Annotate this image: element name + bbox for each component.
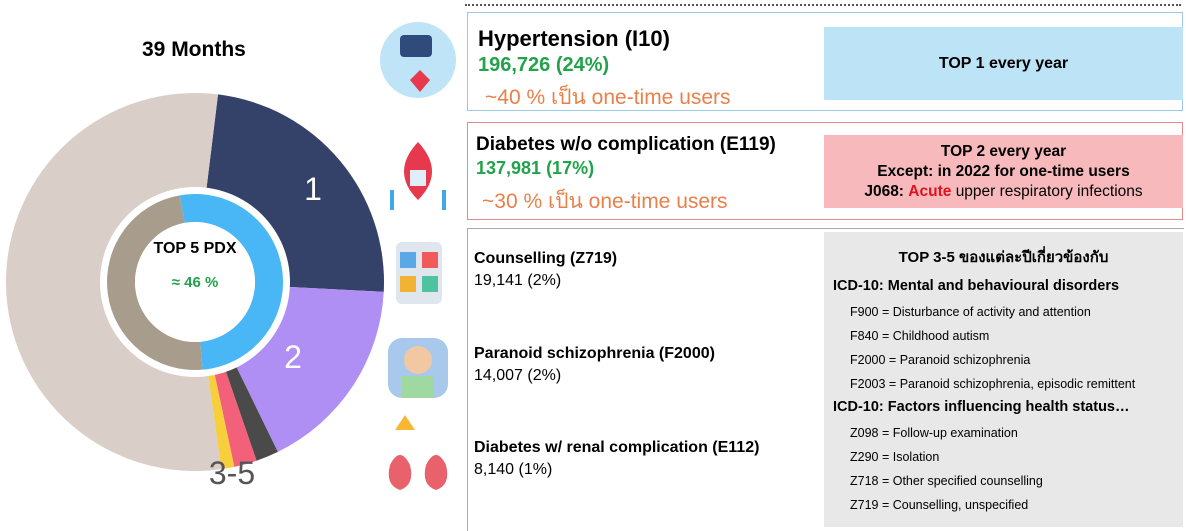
inner-segment	[179, 194, 283, 370]
box-3	[467, 228, 1184, 531]
panel-entry: F900 = Disturbance of activity and atten…	[850, 305, 1091, 319]
icon-kidneys	[388, 455, 448, 490]
badge-code: J068:	[864, 182, 904, 200]
panel-title: TOP 3-5 ของแต่ละปีเกี่ยวข้องกับ	[898, 249, 1109, 266]
donut-title: 39 Months	[142, 38, 246, 61]
item-name: Hypertension (I10)	[478, 26, 670, 51]
badge-text: Except: in 2022 for one-time users	[877, 162, 1130, 180]
inner-segment	[106, 195, 203, 370]
icon-tile	[400, 276, 416, 292]
segment-label: 3-5	[209, 455, 255, 491]
item-stat: 8,140 (1%)	[474, 461, 553, 478]
icon-tile	[400, 252, 416, 268]
icon-sugar	[410, 170, 426, 186]
item-name: Diabetes w/ renal complication (E112)	[474, 439, 760, 456]
segment-label: 1	[304, 171, 322, 207]
icon-warning	[395, 415, 415, 430]
item-stat: 14,007 (2%)	[474, 367, 562, 384]
badge-1: TOP 1 every year	[824, 27, 1183, 100]
icon-arrows	[390, 190, 446, 210]
item-stat: 19,141 (2%)	[474, 272, 562, 289]
panel-entry: F2000 = Paranoid schizophrenia	[850, 353, 1031, 367]
icon-phone	[396, 242, 442, 304]
segment-label: 2	[284, 339, 302, 375]
item-name: Paranoid schizophrenia (F2000)	[474, 345, 715, 362]
icon-hypertension	[380, 22, 456, 98]
item-note: ~30 % เป็น one-time users	[482, 190, 728, 213]
badge-rest: upper respiratory infections	[955, 182, 1143, 200]
item-note: ~40 % เป็น one-time users	[485, 86, 731, 109]
badge-text: TOP 1 every year	[938, 54, 1069, 72]
icons	[380, 22, 456, 490]
item-name: Diabetes w/o complication (E119)	[476, 134, 776, 155]
center-title: TOP 5 PDX	[154, 240, 237, 257]
panel-entry: Z718 = Other specified counselling	[850, 474, 1043, 488]
top-rule	[465, 4, 1181, 6]
icon-tile	[422, 252, 438, 268]
panel-heading: ICD-10: Mental and behavioural disorders	[833, 278, 1120, 294]
panel-entry: F840 = Childhood autism	[850, 329, 990, 343]
icon-body	[402, 376, 434, 398]
badge-highlight: Acute	[908, 182, 952, 200]
panel	[824, 232, 1183, 527]
icon-head	[404, 346, 432, 374]
inner-hole	[135, 222, 255, 342]
panel-entry: Z290 = Isolation	[850, 450, 940, 464]
donut: TOP 5 PDX ≈ 46 % 1 2 3-5	[5, 93, 384, 491]
panel-entry: Z098 = Follow-up examination	[850, 426, 1018, 440]
panel-entry: F2003 = Paranoid schizophrenia, episodic…	[850, 377, 1136, 391]
item-stat: 137,981 (17%)	[476, 158, 595, 178]
panel-entry: Z719 = Counselling, unspecified	[850, 498, 1029, 512]
panel-heading: ICD-10: Factors influencing health statu…	[833, 399, 1130, 415]
icon-cuff	[400, 35, 432, 57]
center-value: ≈ 46 %	[172, 274, 219, 291]
badge-line: J068: Acute upper respiratory infections	[864, 182, 1142, 202]
icon-tile	[422, 276, 438, 292]
item-stat: 196,726 (24%)	[478, 54, 610, 76]
badge-2: TOP 2 every year Except: in 2022 for one…	[824, 135, 1183, 208]
badge-text: TOP 2 every year	[940, 142, 1067, 160]
icon-heart	[410, 70, 430, 92]
item-name: Counselling (Z719)	[474, 250, 618, 267]
